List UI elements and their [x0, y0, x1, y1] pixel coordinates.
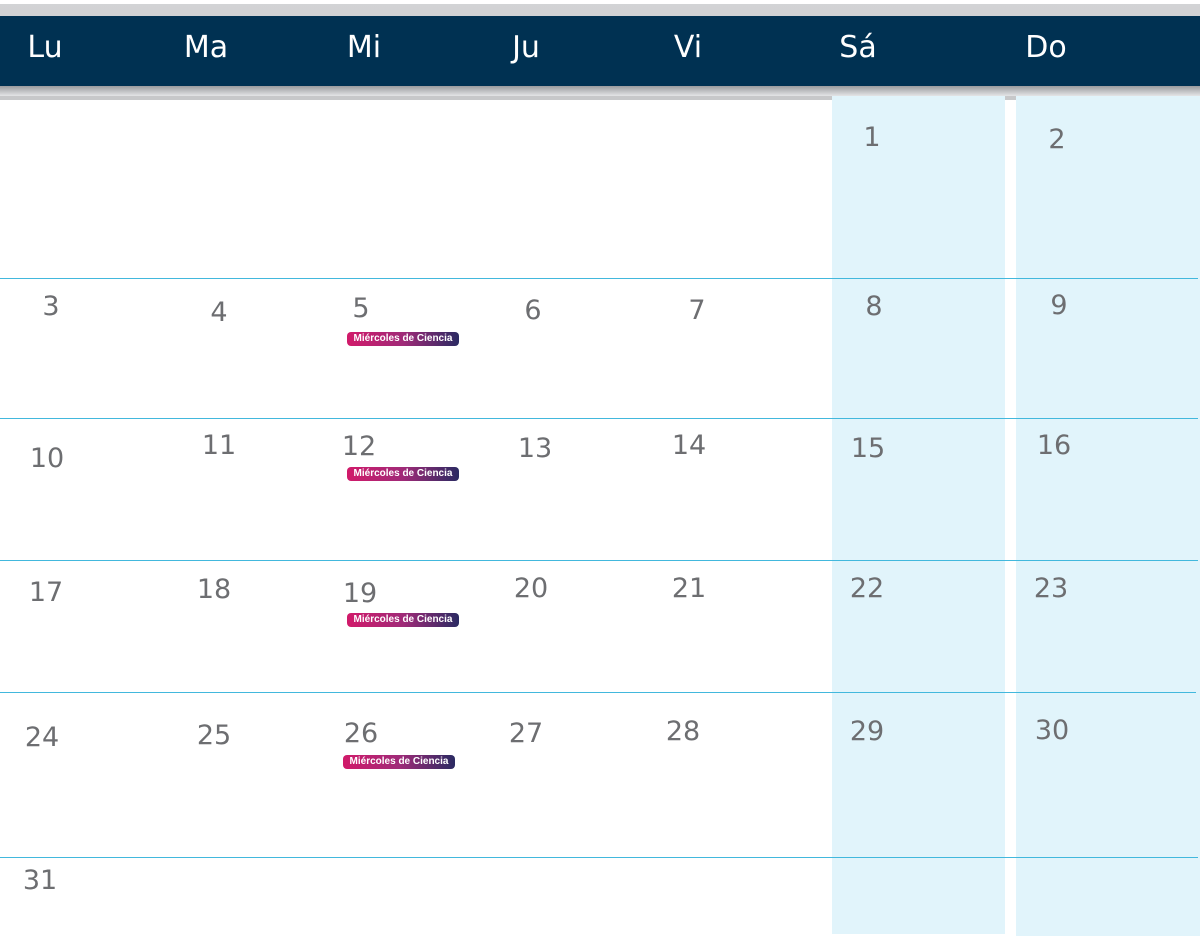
week-separator [0, 857, 1198, 858]
day-cell-16[interactable]: 16 [1036, 430, 1072, 461]
day-cell-2[interactable]: 2 [1048, 124, 1066, 155]
event-badge[interactable]: Miércoles de Ciencia [347, 467, 459, 481]
day-cell-5[interactable]: 5 [352, 293, 370, 324]
day-cell-22[interactable]: 22 [849, 573, 885, 604]
event-badge[interactable]: Miércoles de Ciencia [347, 613, 459, 627]
weekday-saturday: Sá [839, 30, 877, 65]
saturday-column [832, 96, 1005, 934]
day-cell-25[interactable]: 25 [196, 720, 232, 751]
day-cell-4[interactable]: 4 [210, 297, 228, 328]
week-separator [0, 692, 1196, 693]
event-badge[interactable]: Miércoles de Ciencia [347, 332, 459, 346]
weekday-friday: Vi [673, 30, 703, 65]
day-cell-30[interactable]: 30 [1034, 715, 1070, 746]
week-separator [0, 418, 1198, 419]
weekday-wednesday: Mi [346, 30, 382, 65]
day-cell-26[interactable]: 26 [343, 718, 379, 749]
weekday-sunday: Do [1025, 30, 1067, 65]
weekday-monday: Lu [27, 30, 63, 65]
day-cell-12[interactable]: 12 [341, 431, 377, 462]
day-cell-11[interactable]: 11 [201, 430, 237, 461]
day-cell-18[interactable]: 18 [196, 574, 232, 605]
day-cell-28[interactable]: 28 [665, 716, 701, 747]
day-cell-15[interactable]: 15 [850, 433, 886, 464]
day-cell-8[interactable]: 8 [865, 291, 883, 322]
day-cell-21[interactable]: 21 [671, 573, 707, 604]
weekday-tuesday: Ma [183, 30, 229, 65]
day-cell-1[interactable]: 1 [863, 122, 881, 153]
weekday-header [0, 16, 1200, 86]
header-bottom-bevel [0, 86, 1200, 96]
week-separator [0, 278, 1198, 279]
day-cell-13[interactable]: 13 [517, 433, 553, 464]
day-cell-17[interactable]: 17 [28, 577, 64, 608]
day-cell-14[interactable]: 14 [671, 430, 707, 461]
weekday-thursday: Ju [512, 30, 540, 65]
day-cell-29[interactable]: 29 [849, 716, 885, 747]
day-cell-31[interactable]: 31 [22, 865, 58, 896]
day-cell-9[interactable]: 9 [1050, 290, 1068, 321]
day-cell-3[interactable]: 3 [42, 291, 60, 322]
day-cell-19[interactable]: 19 [342, 578, 378, 609]
day-cell-27[interactable]: 27 [508, 718, 544, 749]
day-cell-7[interactable]: 7 [688, 295, 706, 326]
day-cell-6[interactable]: 6 [524, 295, 542, 326]
day-cell-24[interactable]: 24 [24, 722, 60, 753]
day-cell-20[interactable]: 20 [513, 573, 549, 604]
day-cell-10[interactable]: 10 [29, 443, 65, 474]
day-cell-23[interactable]: 23 [1033, 573, 1069, 604]
event-badge[interactable]: Miércoles de Ciencia [343, 755, 455, 769]
sunday-column [1016, 96, 1200, 936]
week-separator [0, 560, 1198, 561]
